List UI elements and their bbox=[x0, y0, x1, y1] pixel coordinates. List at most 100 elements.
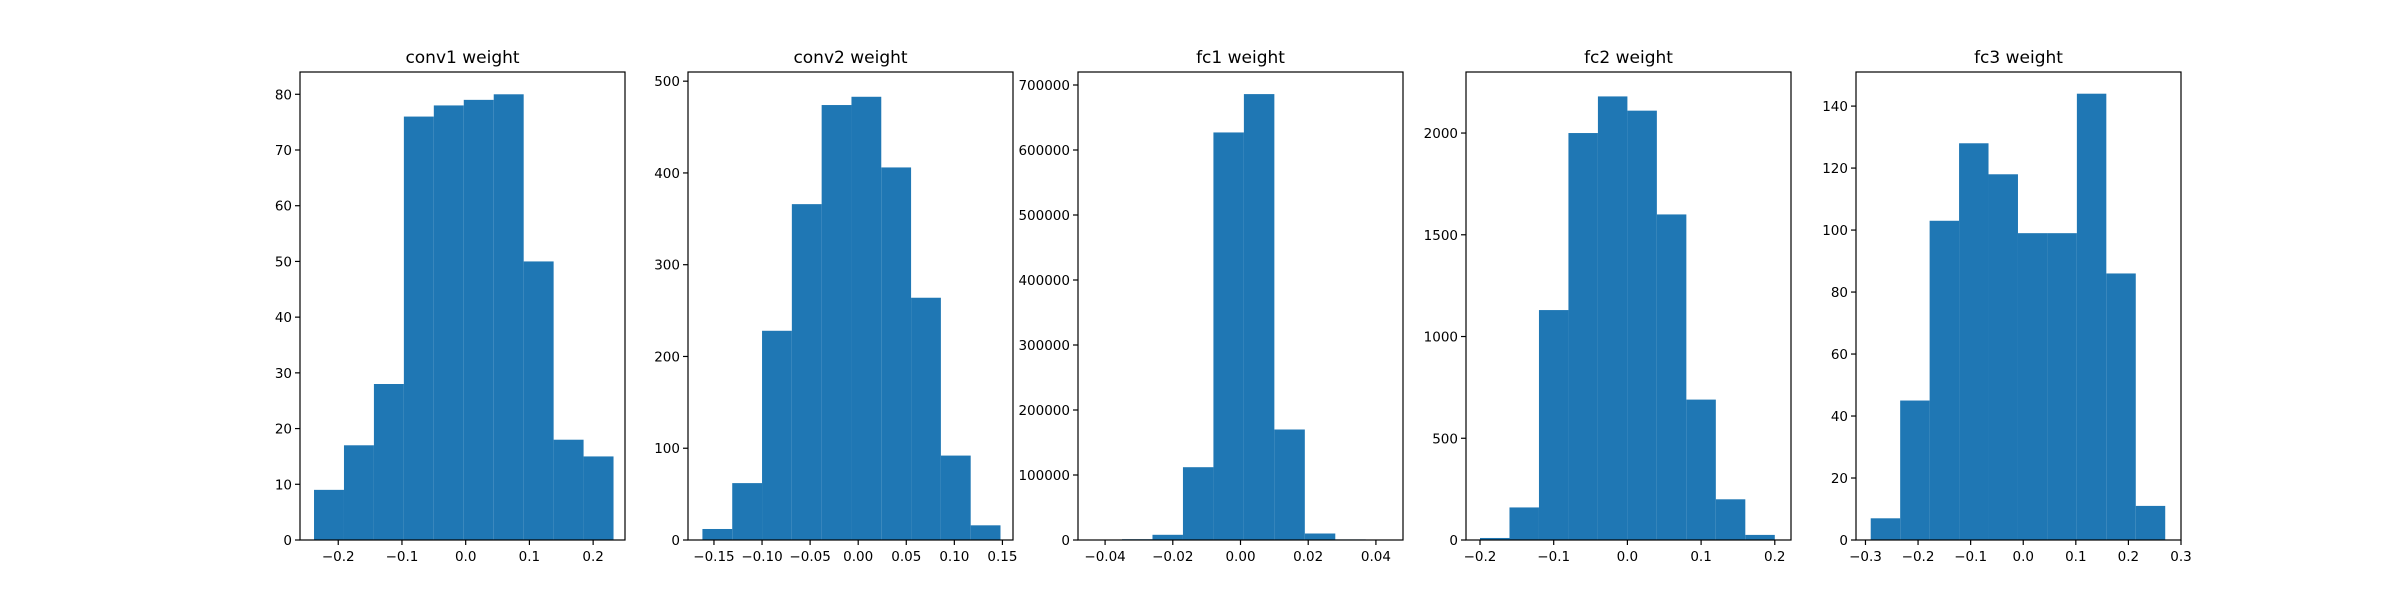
fc2-bar-1 bbox=[1509, 507, 1539, 540]
conv1-xtick-label: 0.0 bbox=[455, 549, 476, 565]
conv1-bar-6 bbox=[493, 94, 524, 540]
conv2-bar-2 bbox=[762, 330, 792, 540]
fc2-bar-3 bbox=[1568, 133, 1598, 541]
fc1-bar-5 bbox=[1243, 94, 1275, 540]
conv2-ytick-label: 500 bbox=[654, 74, 680, 90]
conv1-bar-1 bbox=[343, 445, 374, 540]
fc3-bar-4 bbox=[1988, 174, 2018, 540]
fc3-bar-1 bbox=[1900, 400, 1930, 540]
conv1-bar-3 bbox=[403, 116, 434, 540]
conv1-bar-5 bbox=[463, 99, 494, 541]
conv1-xtick-label: 0.1 bbox=[519, 549, 540, 565]
fc3-ytick-label: 60 bbox=[1831, 347, 1848, 363]
conv1-bar-9 bbox=[583, 456, 614, 540]
fc2-bar-9 bbox=[1745, 534, 1775, 540]
fc1-bar-3 bbox=[1182, 467, 1214, 540]
fc1-subplot: fc1 weight −0.04 −0.02 0.00 0.02 0.04 0 100000 2… bbox=[1018, 48, 1404, 565]
conv2-xtick-label: 0.10 bbox=[939, 549, 969, 565]
conv1-xtick-label: −0.2 bbox=[322, 549, 355, 565]
conv2-bar-0 bbox=[702, 528, 733, 540]
fc3-title: fc3 weight bbox=[1974, 48, 2063, 68]
fc3-ytick-label: 20 bbox=[1831, 471, 1848, 487]
fc3-ytick-label: 0 bbox=[1839, 533, 1848, 549]
fc3-ytick-label: 40 bbox=[1831, 409, 1848, 425]
fc3-bar-7 bbox=[2076, 93, 2107, 540]
fc3-xtick-label: −0.2 bbox=[1902, 549, 1935, 565]
fc1-ytick-label: 300000 bbox=[1018, 338, 1070, 354]
conv2-xtick-label: 0.15 bbox=[987, 549, 1017, 565]
fc2-axes-frame bbox=[1465, 71, 1792, 541]
conv2-title: conv2 weight bbox=[793, 48, 907, 68]
fc3-bar-5 bbox=[2017, 233, 2048, 541]
conv1-ytick-label: 0 bbox=[283, 533, 292, 549]
conv2-xtick-label: 0.00 bbox=[843, 549, 873, 565]
conv2-subplot: conv2 weight −0.15 −0.10 −0.05 0.00 0.05 0.10 0… bbox=[654, 48, 1017, 565]
fc1-ytick-label: 600000 bbox=[1018, 143, 1070, 159]
fc1-ytick-label: 500000 bbox=[1018, 208, 1070, 224]
fc2-ytick-label: 1000 bbox=[1424, 330, 1458, 346]
fc2-title: fc2 weight bbox=[1584, 48, 1673, 68]
conv2-xtick-label: −0.15 bbox=[693, 549, 734, 565]
fc2-xtick-label: 0.0 bbox=[1617, 549, 1638, 565]
fc3-xtick-label: 0.3 bbox=[2170, 549, 2191, 565]
conv1-ytick-label: 50 bbox=[275, 254, 292, 270]
conv1-bar-8 bbox=[553, 439, 584, 540]
conv1-axes-frame bbox=[299, 71, 626, 541]
fc2-xtick-label: 0.2 bbox=[1764, 549, 1785, 565]
fc3-ytick-label: 120 bbox=[1822, 161, 1848, 177]
conv2-bar-4 bbox=[821, 105, 852, 540]
fc2-bar-7 bbox=[1686, 399, 1716, 540]
conv2-ytick-label: 400 bbox=[654, 166, 680, 182]
fc1-ytick-label: 100000 bbox=[1018, 468, 1070, 484]
fc1-xtick-label: −0.04 bbox=[1084, 549, 1125, 565]
fc1-ytick-label: 400000 bbox=[1018, 273, 1070, 289]
fc3-ytick-label: 140 bbox=[1822, 99, 1848, 115]
fc3-ytick-label: 100 bbox=[1822, 223, 1848, 239]
conv1-bar-2 bbox=[373, 384, 404, 540]
fc2-ytick-label: 2000 bbox=[1424, 126, 1458, 142]
fc1-bar-6 bbox=[1274, 429, 1305, 540]
fc2-ytick-label: 500 bbox=[1432, 431, 1458, 447]
fc1-ytick-label: 0 bbox=[1061, 533, 1070, 549]
conv2-bar-3 bbox=[791, 204, 822, 540]
fc1-bar-4 bbox=[1213, 132, 1244, 540]
conv2-xtick-label: −0.05 bbox=[789, 549, 830, 565]
conv1-ytick-label: 60 bbox=[275, 199, 292, 215]
fc2-bar-0 bbox=[1480, 537, 1510, 540]
conv1-ytick-label: 30 bbox=[275, 366, 292, 382]
fc1-xtick-label: 0.02 bbox=[1293, 549, 1323, 565]
fc2-ytick-label: 0 bbox=[1449, 533, 1458, 549]
conv1-xtick-label: −0.1 bbox=[386, 549, 419, 565]
fc3-xtick-label: 0.2 bbox=[2118, 549, 2139, 565]
conv2-xtick-label: −0.10 bbox=[741, 549, 782, 565]
fc3-xtick-label: 0.0 bbox=[2012, 549, 2033, 565]
fc3-bar-8 bbox=[2106, 273, 2136, 540]
fc3-subplot: fc3 weight −0.3 −0.2 −0.1 0.0 0.1 0.2 0.3 0 20 40 6… bbox=[1822, 48, 2192, 565]
conv2-ytick-label: 100 bbox=[654, 441, 680, 457]
conv2-xtick-label: 0.05 bbox=[891, 549, 921, 565]
fc3-bar-2 bbox=[1929, 220, 1960, 540]
fc1-xtick-label: 0.04 bbox=[1361, 549, 1391, 565]
fc3-xtick-label: 0.1 bbox=[2065, 549, 2086, 565]
conv1-title: conv1 weight bbox=[405, 48, 519, 68]
conv2-bar-5 bbox=[851, 96, 882, 540]
fc1-ytick-label: 200000 bbox=[1018, 403, 1070, 419]
fc3-bar-3 bbox=[1959, 143, 1989, 540]
conv2-ytick-label: 200 bbox=[654, 349, 680, 365]
fc2-bar-6 bbox=[1656, 214, 1687, 540]
fc2-bar-4 bbox=[1597, 96, 1628, 541]
conv2-ytick-label: 300 bbox=[654, 258, 680, 274]
fc3-bar-6 bbox=[2047, 233, 2077, 541]
fc2-ytick-label: 1500 bbox=[1424, 228, 1458, 244]
conv1-ytick-label: 40 bbox=[275, 310, 292, 326]
fc3-bar-9 bbox=[2135, 505, 2166, 540]
fc3-bar-0 bbox=[1870, 518, 1901, 540]
conv2-ytick-label: 0 bbox=[671, 533, 680, 549]
fc2-bar-5 bbox=[1627, 110, 1657, 540]
fc3-ytick-label: 80 bbox=[1831, 285, 1848, 301]
conv1-xtick-label: 0.2 bbox=[582, 549, 603, 565]
conv1-ytick-label: 70 bbox=[275, 143, 292, 159]
conv1-ytick-label: 20 bbox=[275, 422, 292, 438]
conv1-subplot: conv1 weight −0.2 −0.1 0.0 0.1 0.2 0 10 20 30 40 50… bbox=[275, 48, 626, 565]
